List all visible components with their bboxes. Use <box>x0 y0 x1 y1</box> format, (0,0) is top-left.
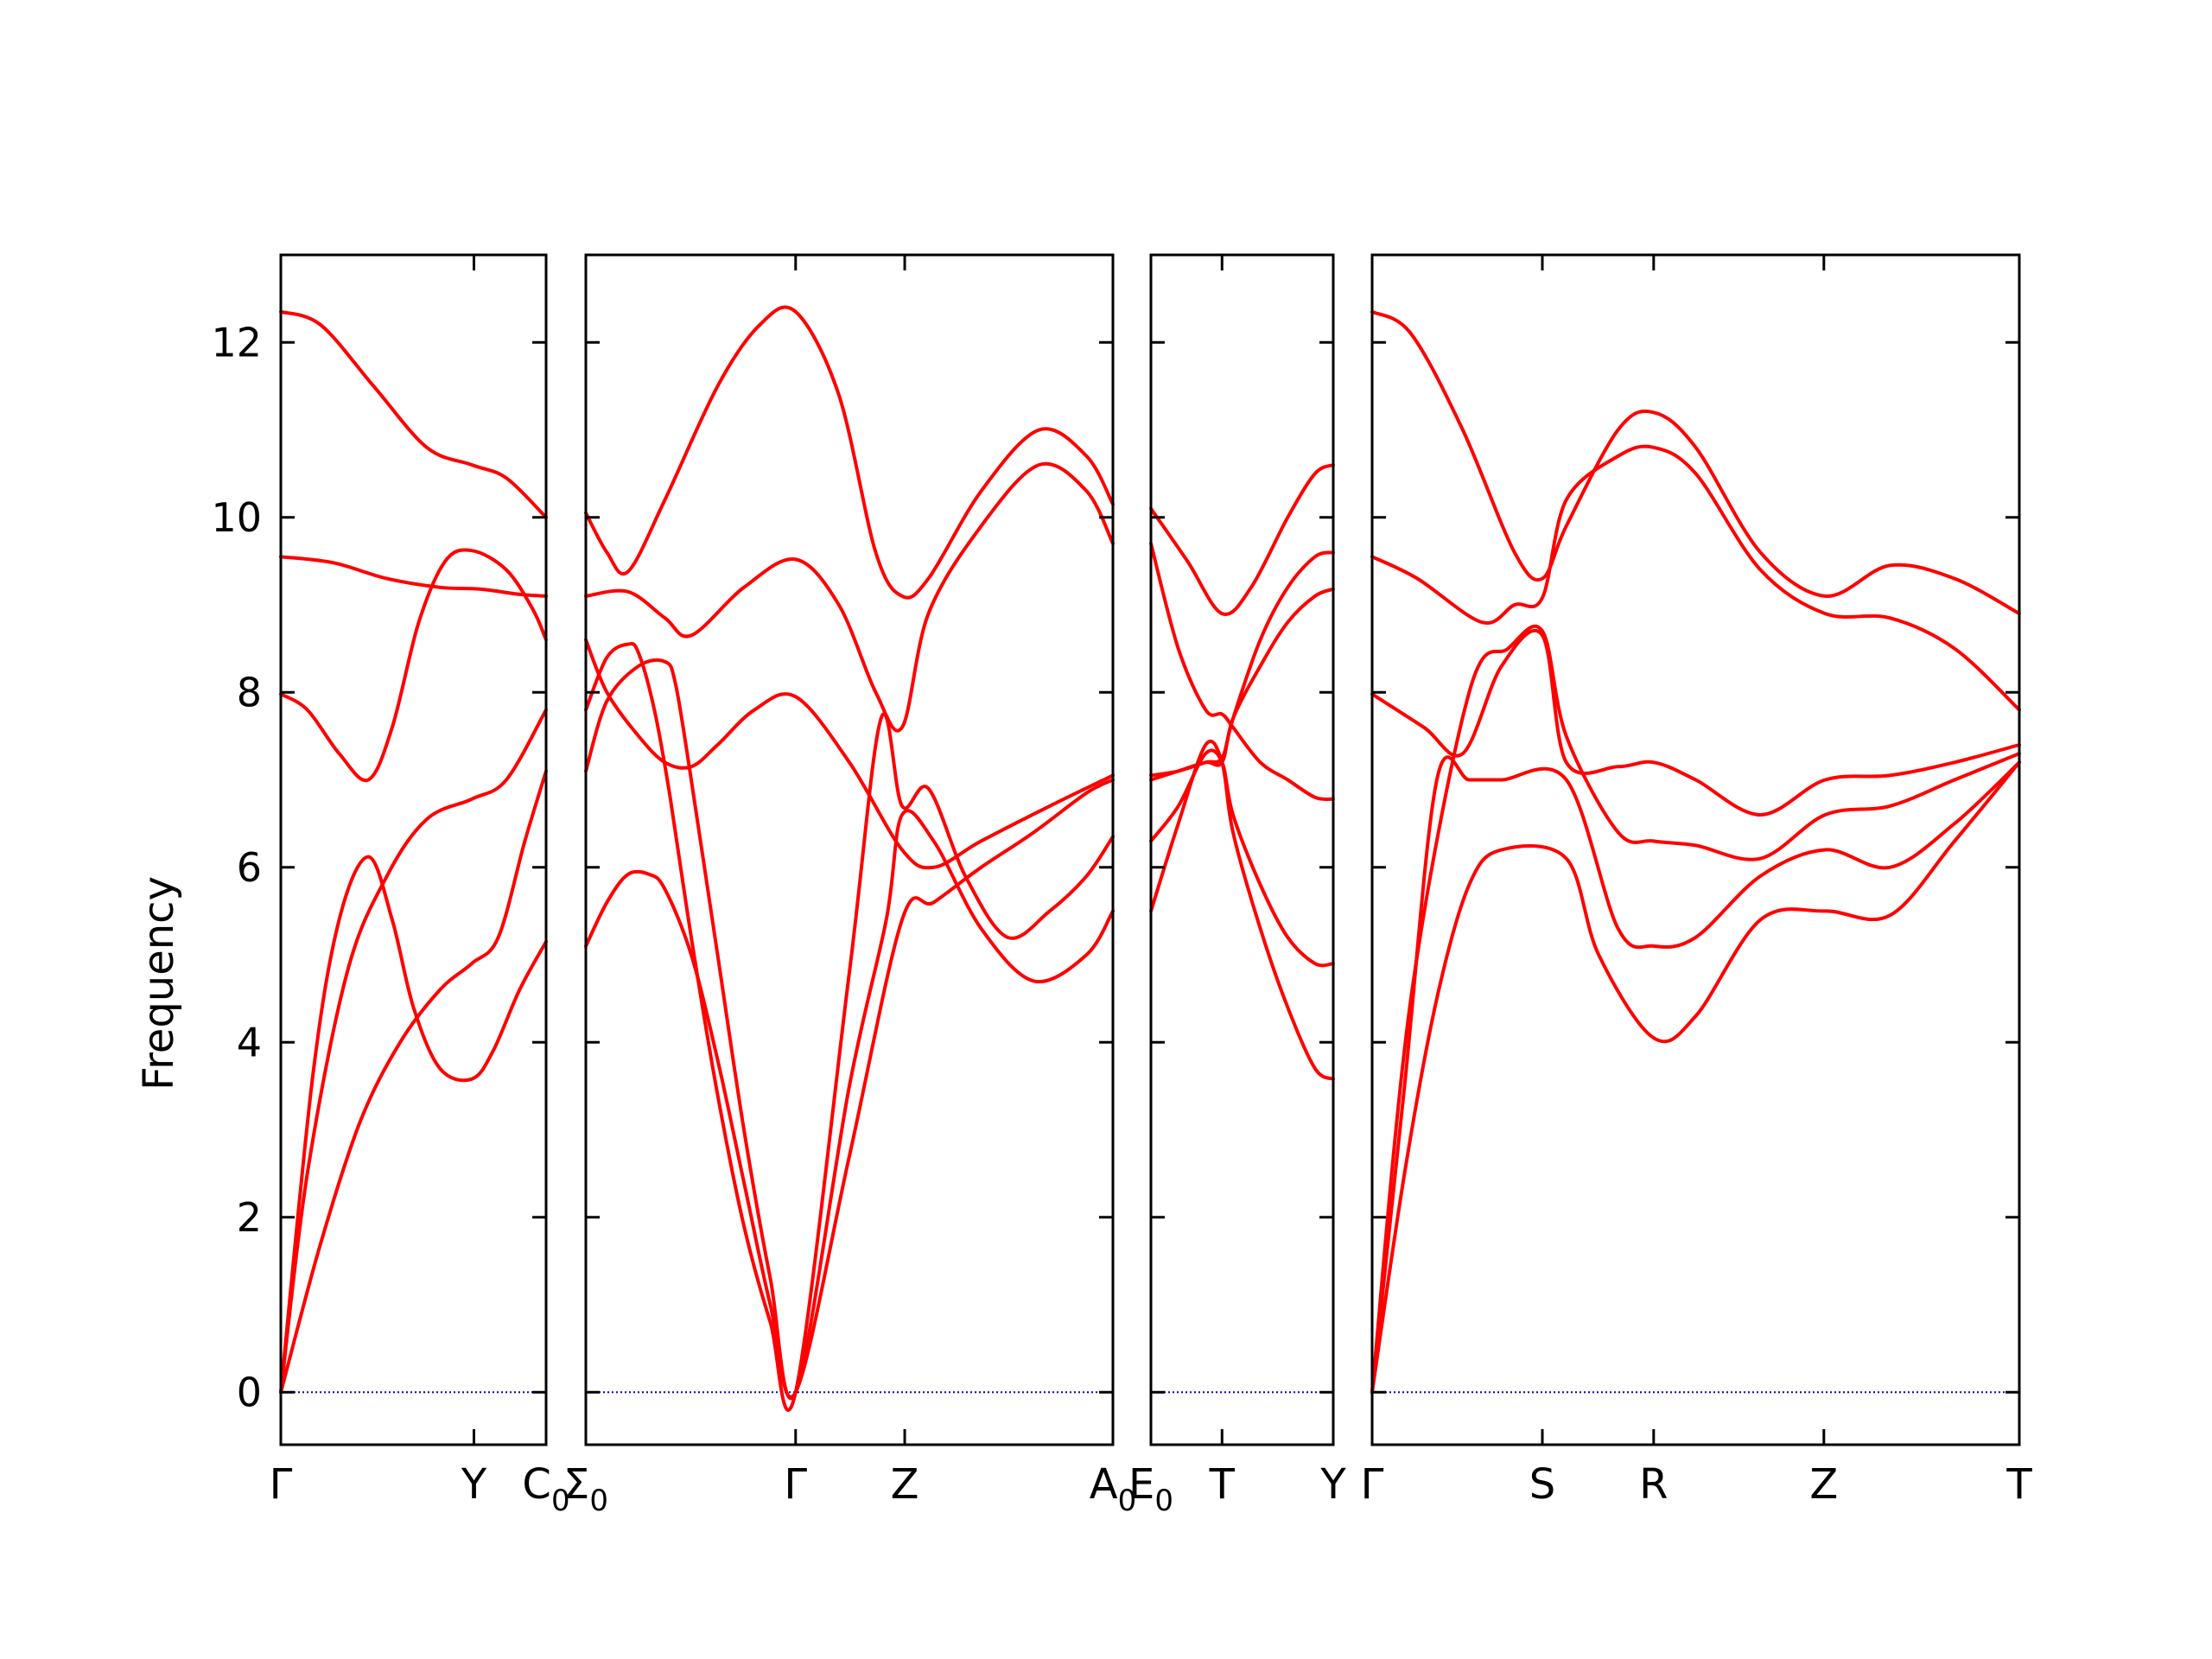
band-line-4 <box>584 642 1115 1412</box>
y-tick-label: 0 <box>237 1369 262 1415</box>
band-line-6 <box>1149 739 1335 1081</box>
x-tick-label-subscript: 0 <box>1118 1484 1137 1518</box>
band-line-5 <box>1370 755 2021 1395</box>
band-line-1 <box>1370 309 2021 616</box>
x-tick-label: Γ <box>784 1460 807 1509</box>
band-line-2 <box>279 555 548 598</box>
band-line-6 <box>279 769 548 1395</box>
y-tick-label: 4 <box>237 1019 262 1065</box>
panel-frame <box>279 253 548 1446</box>
x-tick-label: Γ <box>1361 1460 1384 1509</box>
x-tick-label: S <box>1529 1460 1555 1509</box>
y-tick-label: 2 <box>237 1194 262 1241</box>
band-line-5 <box>1149 748 1335 968</box>
x-tick-label: Z <box>891 1460 919 1509</box>
x-tick-label: T <box>1209 1460 1236 1509</box>
panel-2: Σ0 Γ Z A0 <box>563 253 1137 1518</box>
x-tick-label-subscript: 0 <box>1154 1484 1173 1518</box>
x-tick-label: Σ0 <box>563 1460 608 1518</box>
band-line-1 <box>279 309 548 519</box>
y-tick-label: 12 <box>211 319 262 365</box>
y-tick-label: 8 <box>237 669 262 715</box>
band-line-2 <box>584 461 1115 733</box>
band-line-1 <box>584 305 1115 600</box>
panel-frame <box>1149 253 1335 1446</box>
band-line-6 <box>1370 760 2021 1395</box>
band-line-4 <box>1370 624 2021 1395</box>
x-tick-label: Y <box>1319 1460 1346 1509</box>
y-tick-label: 10 <box>211 494 262 541</box>
band-line-4 <box>279 855 548 1395</box>
band-line-5 <box>279 708 548 1395</box>
band-line-3 <box>1370 628 2021 817</box>
panel-frame <box>1370 253 2021 1446</box>
band-line-3 <box>584 638 1115 870</box>
band-line-2 <box>1370 444 2021 712</box>
band-line-1 <box>1149 463 1335 616</box>
y-tick-label: 6 <box>237 844 262 891</box>
panel-frame <box>584 253 1115 1446</box>
y-axis-label: Frequency <box>135 876 183 1090</box>
x-tick-label-subscript: 0 <box>589 1484 608 1518</box>
x-tick-label: Z <box>1809 1460 1838 1509</box>
band-line-6 <box>584 778 1115 1399</box>
x-tick-label: R <box>1639 1460 1668 1509</box>
x-tick-label: Y <box>461 1460 487 1509</box>
band-line-2 <box>1149 542 1335 802</box>
x-tick-label-subscript: 0 <box>551 1484 570 1518</box>
x-tick-label: Γ <box>270 1460 293 1509</box>
band-line-4 <box>1149 587 1335 782</box>
band-line-3 <box>279 548 548 783</box>
panel-3: E0 T Y <box>1128 253 1346 1518</box>
x-tick-label: T <box>2005 1460 2032 1509</box>
